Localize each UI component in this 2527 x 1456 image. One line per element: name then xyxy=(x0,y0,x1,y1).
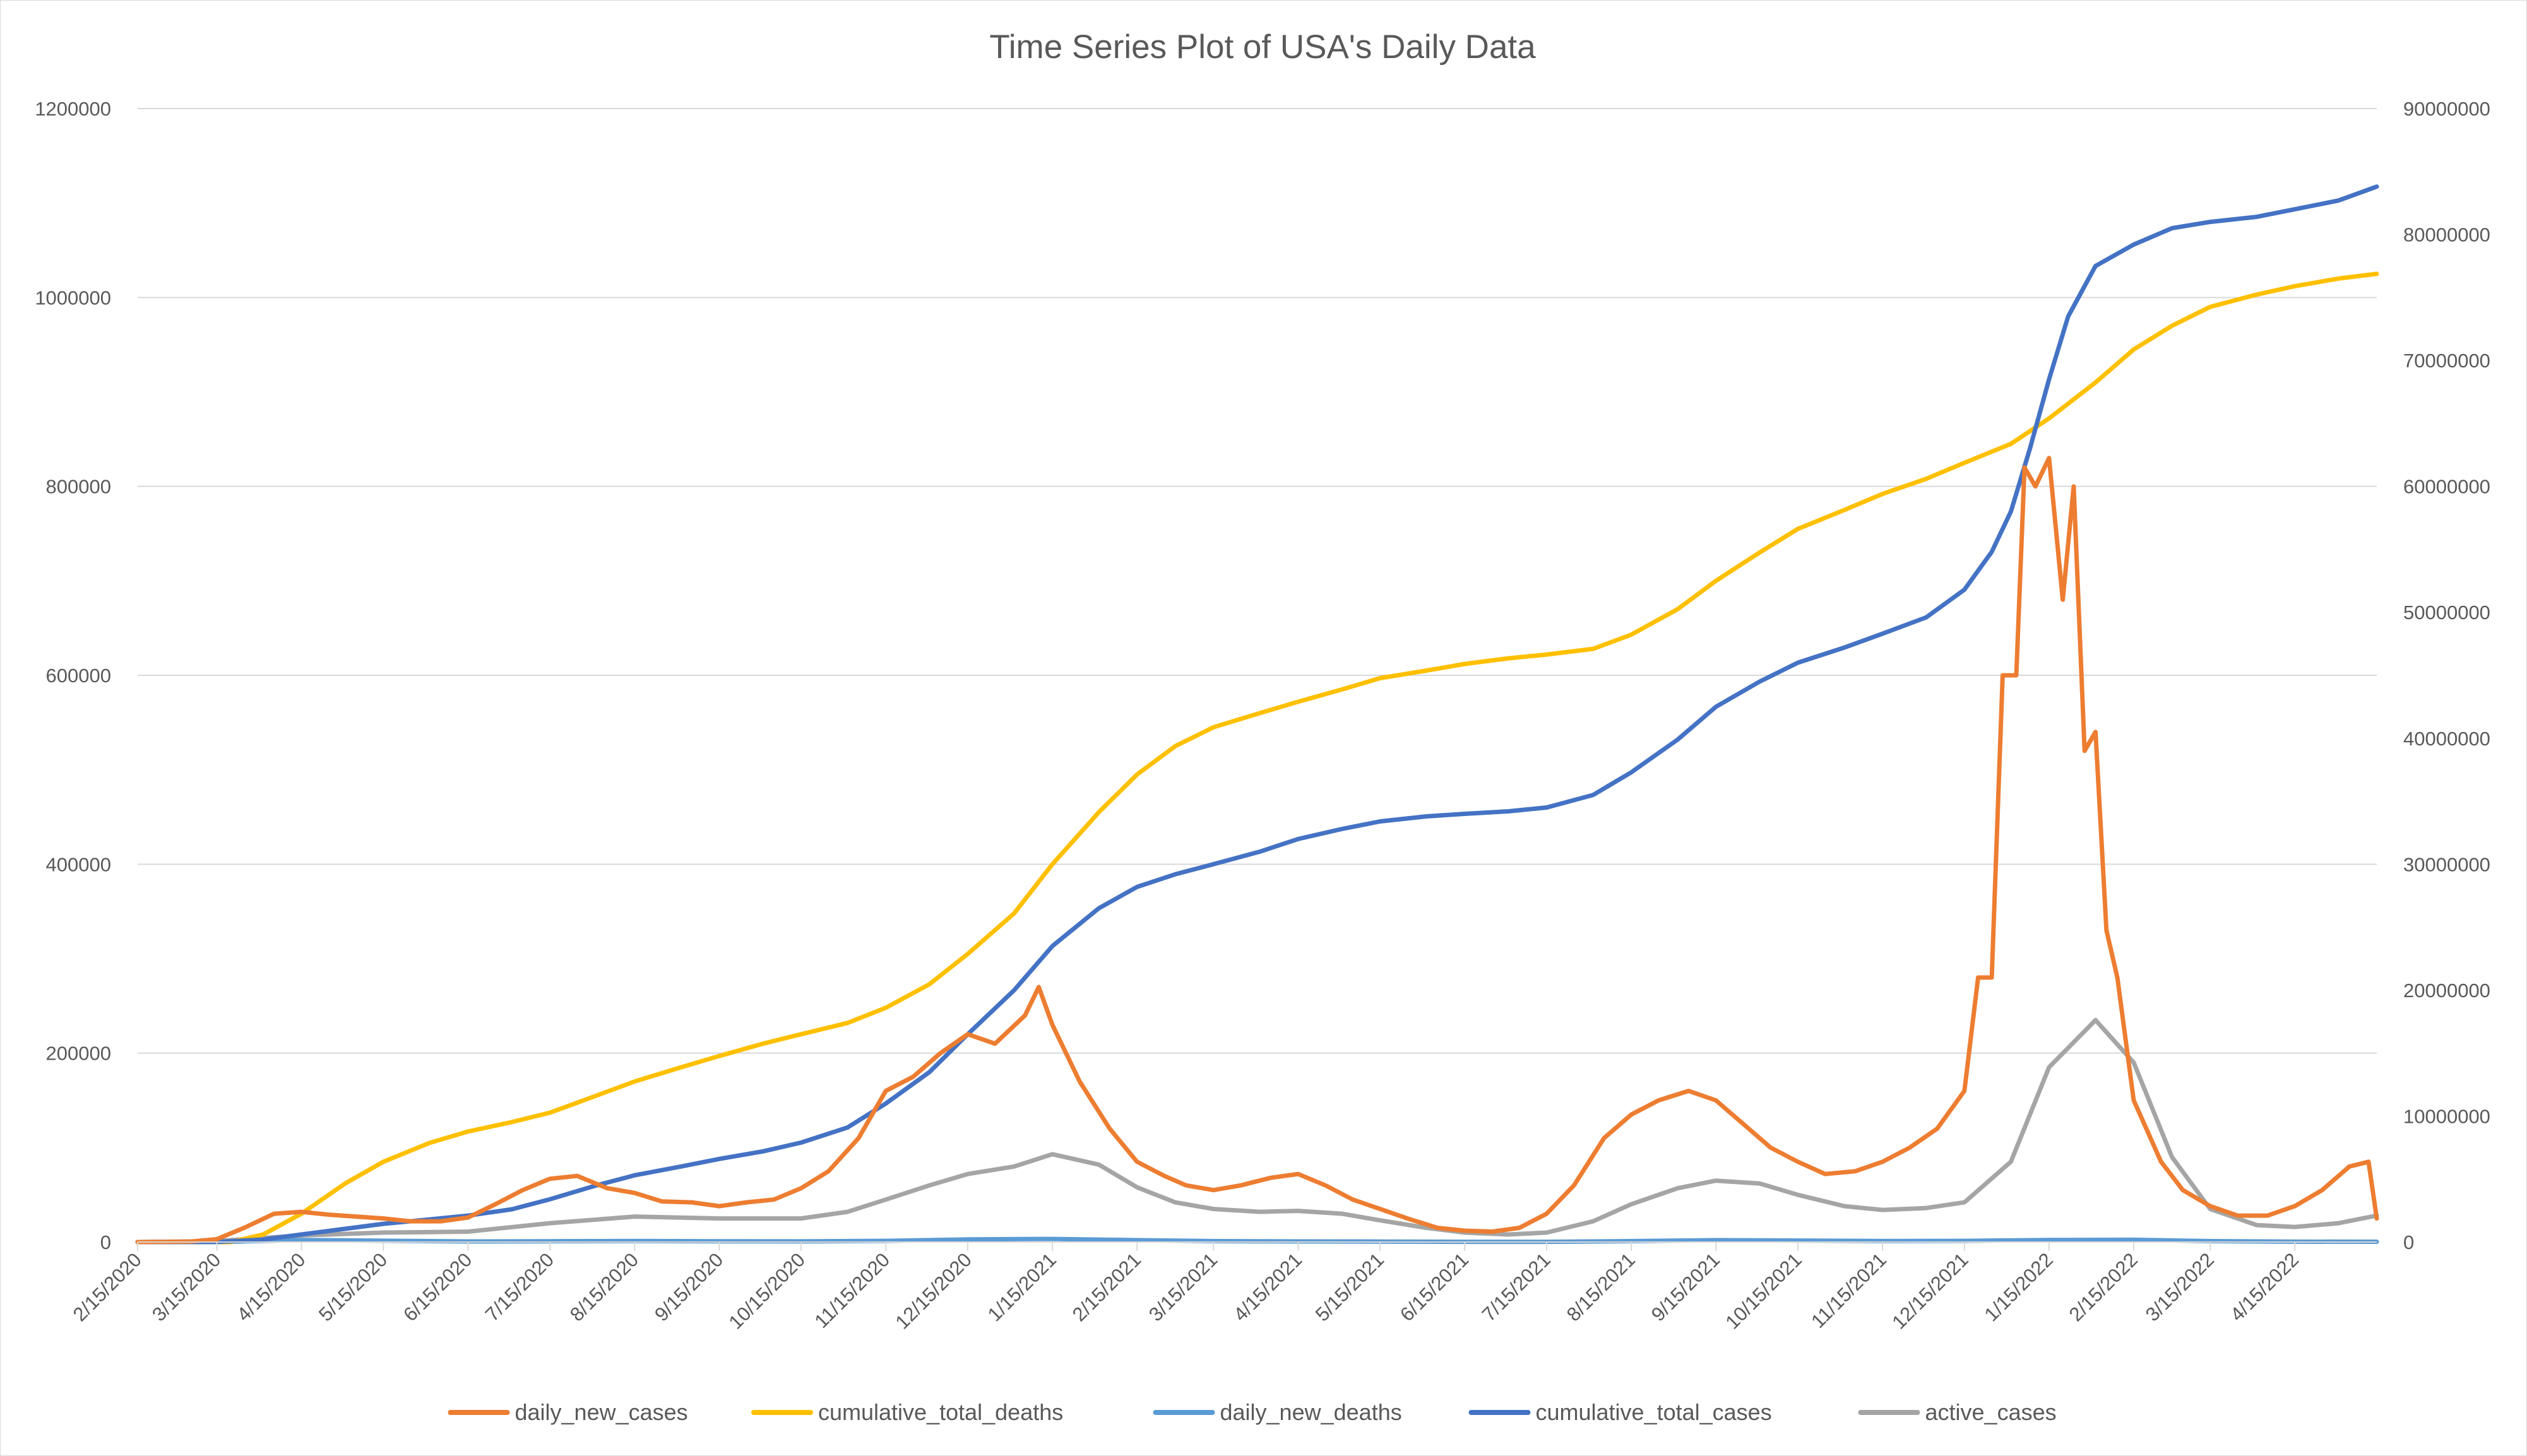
legend-label-cumulative-total-deaths: cumulative_total_deaths xyxy=(818,1399,1063,1425)
series-line-daily-new-deaths xyxy=(135,1236,2379,1245)
gridlines xyxy=(138,108,2377,1243)
series-line-daily-new-cases xyxy=(135,456,2379,1245)
y-left-tick-label: 1000000 xyxy=(35,287,111,309)
y-right-tick-label: 20000000 xyxy=(2403,980,2490,1002)
y-left-tick-label: 200000 xyxy=(46,1043,111,1065)
y-left-tick-label: 600000 xyxy=(46,665,111,687)
y-left-tick-label: 400000 xyxy=(46,853,111,875)
chart-title: Time Series Plot of USA's Daily Data xyxy=(989,28,1536,66)
legend: daily_new_cases cumulative_total_deaths da… xyxy=(448,1399,2057,1425)
series-line-cumulative-total-deaths xyxy=(135,271,2379,1245)
series-line-cumulative-total-cases xyxy=(135,184,2379,1245)
y-right-tick-label: 70000000 xyxy=(2403,350,2490,372)
y-right-tick-label: 30000000 xyxy=(2403,853,2490,875)
y-right-tick-label: 40000000 xyxy=(2403,728,2490,750)
y-right-tick-label: 50000000 xyxy=(2403,601,2490,624)
legend-label-daily-new-cases: daily_new_cases xyxy=(515,1399,688,1425)
y-right-tick-label: 10000000 xyxy=(2403,1105,2490,1127)
y-left-tick-label: 0 xyxy=(100,1231,111,1253)
series-lines xyxy=(135,184,2379,1245)
legend-label-cumulative-total-cases: cumulative_total_cases xyxy=(1536,1399,1772,1425)
legend-label-daily-new-deaths: daily_new_deaths xyxy=(1220,1399,1402,1425)
y-right-tick-label: 60000000 xyxy=(2403,476,2490,498)
y-right-tick-label: 0 xyxy=(2403,1231,2414,1253)
y-left-tick-label: 1200000 xyxy=(35,98,111,120)
y-left-tick-label: 800000 xyxy=(46,476,111,498)
legend-label-active-cases: active_cases xyxy=(1925,1399,2057,1425)
y-right-tick-label: 90000000 xyxy=(2403,98,2490,120)
y-right-tick-label: 80000000 xyxy=(2403,224,2490,246)
series-line-active-cases xyxy=(135,1017,2379,1245)
